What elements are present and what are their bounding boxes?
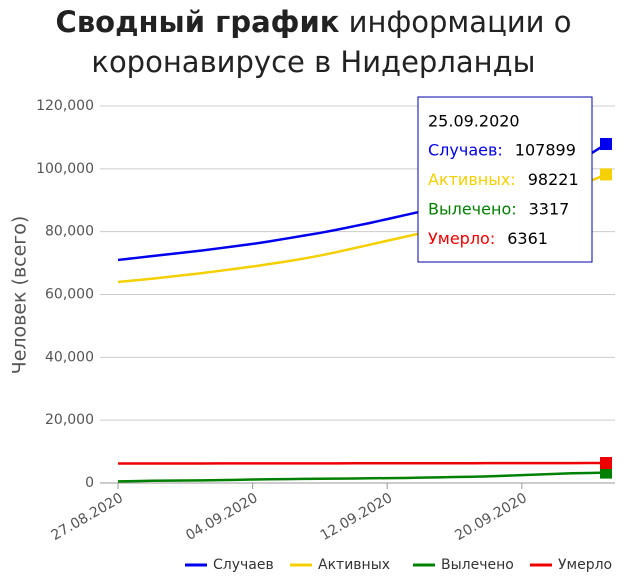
- series-line: [117, 461, 607, 465]
- x-tick-label: 20.09.2020: [452, 490, 529, 544]
- y-tick-label: 20,000: [45, 412, 94, 428]
- y-tick-label: 80,000: [45, 224, 94, 240]
- x-tick-label: 12.09.2020: [318, 490, 395, 544]
- y-axis-title: Человек (всего): [9, 216, 31, 375]
- legend-label: Случаев: [213, 557, 274, 573]
- tooltip-value: 107899: [515, 141, 576, 160]
- tooltip: 25.09.2020 Случаев: 107899 Активных: 98221 Вы…: [417, 96, 593, 263]
- tooltip-label: Умерло:: [428, 229, 495, 248]
- tooltip-value: 3317: [529, 200, 570, 219]
- hover-marker: [600, 138, 612, 151]
- tooltip-value: 6361: [507, 229, 548, 248]
- tooltip-box: [417, 96, 593, 263]
- tooltip-label: Вылечено:: [428, 200, 517, 219]
- hover-marker: [600, 457, 612, 470]
- tooltip-value: 98221: [528, 170, 579, 189]
- legend-label: Умерло: [558, 557, 612, 573]
- y-tick-label: 40,000: [45, 349, 94, 365]
- tooltip-label: Активных:: [428, 170, 516, 189]
- title-text: информации о коронавирусе в Нидерланды: [91, 5, 572, 79]
- x-tick-label: 04.09.2020: [183, 490, 260, 544]
- x-tick-label: 27.08.2020: [49, 490, 126, 544]
- tooltip-date: 25.09.2020: [428, 112, 520, 131]
- y-tick-label: 0: [85, 475, 94, 491]
- tooltip-label: Случаев:: [428, 141, 503, 160]
- title-bold: Сводный график: [55, 5, 340, 39]
- chart-title: Сводный график информации о коронавирусе…: [20, 2, 607, 82]
- legend-label: Вылечено: [441, 557, 514, 573]
- series-line: [117, 471, 607, 483]
- y-tick-label: 100,000: [36, 161, 94, 177]
- y-tick-label: 60,000: [45, 287, 94, 303]
- legend-label: Активных: [318, 557, 390, 573]
- y-tick-label: 120,000: [36, 98, 94, 114]
- hover-marker: [600, 168, 612, 181]
- hover-marker: [600, 466, 612, 479]
